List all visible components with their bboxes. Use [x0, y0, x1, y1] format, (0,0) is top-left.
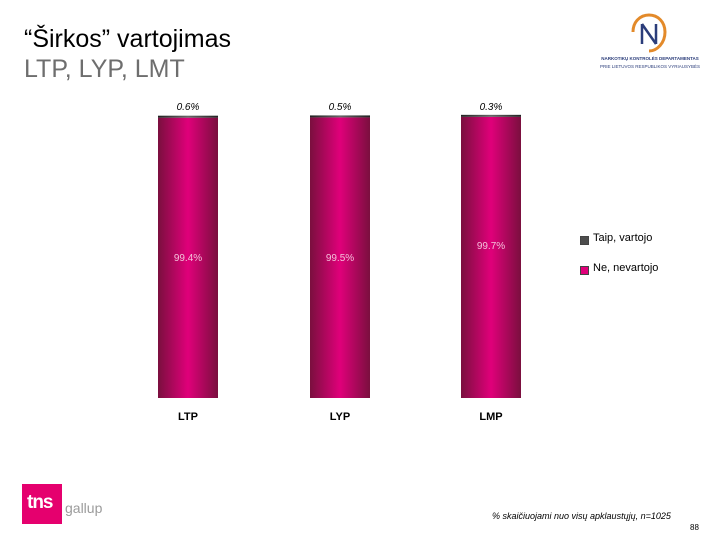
tns-gallup-logo: tns gallup	[22, 484, 112, 526]
footnote: % skaičiuojami nuo visų apklaustųjų, n=1…	[492, 511, 671, 521]
page-number: 88	[690, 523, 699, 532]
x-tick-label-ltp: LTP	[178, 411, 198, 423]
data-label-no-lyp: 99.5%	[326, 253, 354, 264]
bar-no-lyp	[310, 117, 370, 398]
tns-logo-box: tns	[22, 484, 62, 524]
legend-label-no: Ne, nevartojo	[593, 262, 659, 274]
data-label-no-lmp: 99.7%	[477, 241, 505, 252]
x-tick-label-lmp: LMP	[479, 411, 502, 423]
gallup-logo-text: gallup	[65, 500, 103, 516]
tns-logo-text: tns	[27, 492, 53, 513]
department-subname: PRIE LIETUVOS RESPUBLIKOS VYRIAUSYBĖS	[599, 64, 701, 69]
legend-label-yes: Taip, vartojo	[593, 232, 653, 244]
x-tick-label-lyp: LYP	[330, 411, 350, 423]
bar-yes-lmp	[461, 114, 521, 117]
title-subtitle: LTP, LYP, LMT	[24, 55, 185, 83]
slide-title: “Širkos” vartojimas LTP, LYP, LMT	[24, 24, 231, 84]
legend-swatch-no	[580, 266, 589, 275]
title-main: “Širkos” vartojimas	[24, 25, 231, 53]
bar-yes-lyp	[310, 115, 370, 118]
bar-no-lmp	[461, 116, 521, 398]
department-emblem-icon	[631, 13, 667, 53]
data-label-yes-ltp: 0.6%	[177, 102, 200, 113]
data-label-yes-lmp: 0.3%	[480, 102, 503, 113]
bar-yes-ltp	[158, 115, 218, 118]
department-logo: NARKOTIKŲ KONTROLĖS DEPARTAMENTAS PRIE L…	[590, 12, 710, 78]
data-label-yes-lyp: 0.5%	[329, 102, 352, 113]
legend-swatch-yes	[580, 236, 589, 245]
bar-no-ltp	[158, 117, 218, 398]
data-label-no-ltp: 99.4%	[174, 253, 202, 264]
department-name: NARKOTIKŲ KONTROLĖS DEPARTAMENTAS	[601, 56, 699, 61]
